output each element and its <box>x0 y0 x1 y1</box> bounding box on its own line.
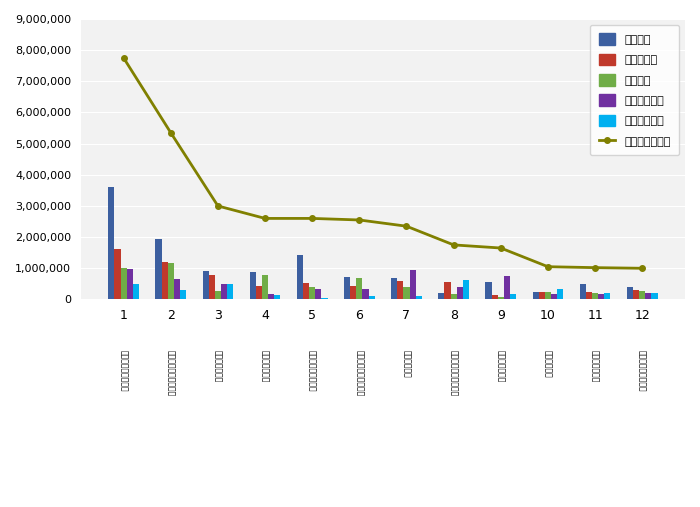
Bar <box>350 286 356 300</box>
Bar <box>262 274 268 300</box>
Bar <box>162 262 168 300</box>
Bar <box>491 295 498 300</box>
Bar <box>344 277 350 300</box>
Bar <box>456 287 463 300</box>
Bar <box>227 284 233 300</box>
Bar <box>315 289 321 300</box>
Bar <box>215 291 221 300</box>
Bar <box>250 272 256 300</box>
Bar <box>303 282 309 300</box>
Bar <box>114 249 120 300</box>
Text: 한국산업안전보건공단: 한국산업안전보건공단 <box>167 350 175 396</box>
Text: 한국고용정보원: 한국고용정보원 <box>214 350 223 382</box>
Bar <box>539 292 545 300</box>
Text: 한국사회적기업진흥원: 한국사회적기업진흥원 <box>449 350 458 396</box>
Legend: 참여지수, 미디어지수, 소통지수, 커뮤니티지수, 사회공헌지수, 브랜드평판지수: 참여지수, 미디어지수, 소통지수, 커뮤니티지수, 사회공헌지수, 브랜드평판… <box>589 24 680 156</box>
Bar <box>486 282 491 300</box>
Bar <box>438 293 444 300</box>
Text: 화동인관리복지: 화동인관리복지 <box>591 350 600 382</box>
Bar <box>368 296 374 300</box>
Bar <box>510 295 516 300</box>
Text: 노사발전재단: 노사발전재단 <box>543 350 552 378</box>
Bar <box>391 278 398 300</box>
Bar <box>155 239 162 300</box>
Bar <box>604 293 610 300</box>
Bar <box>256 286 262 300</box>
Bar <box>580 284 586 300</box>
Bar <box>639 291 645 300</box>
Bar <box>268 295 274 300</box>
Bar <box>127 269 133 300</box>
Bar <box>363 289 368 300</box>
Bar <box>297 255 303 300</box>
Bar <box>274 295 281 300</box>
Bar <box>463 280 469 300</box>
Bar <box>533 292 539 300</box>
Bar <box>416 296 422 300</box>
Bar <box>592 293 598 300</box>
Bar <box>398 281 403 300</box>
Text: 고용노동부복지단단: 고용노동부복지단단 <box>119 350 128 391</box>
Bar <box>498 297 504 300</box>
Bar <box>321 298 328 300</box>
Bar <box>133 284 139 300</box>
Bar <box>202 271 209 300</box>
Bar <box>168 263 174 300</box>
Bar <box>120 268 127 300</box>
Text: 한국고용보험: 한국고용보험 <box>402 350 411 378</box>
Bar <box>652 293 657 300</box>
Bar <box>174 279 180 300</box>
Bar <box>444 282 451 300</box>
Text: 한국기술교육대학교: 한국기술교육대학교 <box>638 350 647 391</box>
Bar <box>551 294 557 300</box>
Bar <box>309 287 315 300</box>
Bar <box>451 295 456 300</box>
Text: 한국전통블렌디: 한국전통블렌디 <box>260 350 270 382</box>
Bar <box>627 287 633 300</box>
Bar <box>557 289 564 300</box>
Bar <box>410 270 416 300</box>
Bar <box>504 276 510 300</box>
Bar <box>545 292 551 300</box>
Bar <box>586 292 592 300</box>
Bar <box>356 278 363 300</box>
Bar <box>403 287 410 300</box>
Bar <box>221 284 227 300</box>
Bar <box>598 294 604 300</box>
Bar <box>209 275 215 300</box>
Text: 한국고용노동원: 한국고용노동원 <box>496 350 505 382</box>
Bar <box>633 291 639 300</box>
Text: 한국산업안전보건공단: 한국산업안전보건공단 <box>355 350 364 396</box>
Bar <box>180 290 186 300</box>
Bar <box>645 293 652 300</box>
Bar <box>108 187 114 300</box>
Text: 건강보험심사평가원: 건강보험심사평가원 <box>308 350 316 391</box>
